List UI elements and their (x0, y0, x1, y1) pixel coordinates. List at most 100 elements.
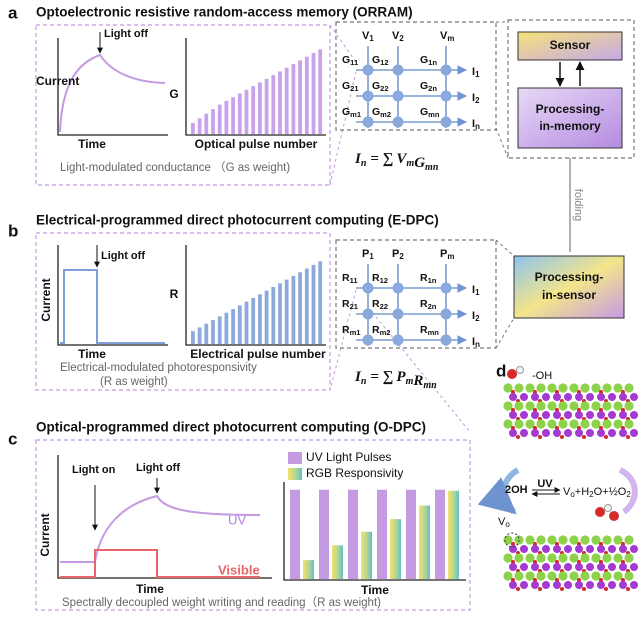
atom (558, 419, 568, 429)
atom (555, 578, 559, 582)
atom (503, 383, 513, 393)
cycle-arrow (477, 467, 520, 515)
atom (597, 411, 605, 419)
node-label-main: R (420, 324, 428, 336)
bar (298, 60, 302, 134)
atom (619, 581, 627, 589)
bar (319, 489, 329, 579)
sensor: Sensor (550, 38, 591, 52)
crystal (503, 383, 638, 591)
annotation: Light on (72, 464, 116, 476)
eq-part: P (396, 369, 406, 385)
node-label-main: R (420, 298, 428, 310)
atom (619, 411, 627, 419)
atom (577, 560, 581, 564)
node-label-main: G (342, 54, 350, 66)
bar (237, 93, 242, 134)
atom (558, 553, 568, 563)
eq-part: = ∑ (370, 151, 393, 167)
input-label: P1 (362, 248, 374, 261)
node (440, 116, 452, 128)
y-label: Current (38, 513, 52, 556)
node-label-sub: 22 (380, 302, 388, 311)
product: O (618, 486, 627, 498)
atom (586, 563, 594, 571)
output-label-main: I (472, 336, 475, 348)
atom (580, 383, 590, 393)
atom (564, 581, 572, 589)
node-label: G2n (420, 80, 437, 93)
atom (621, 560, 625, 564)
uv-curve (60, 494, 261, 563)
panel-box (35, 232, 331, 391)
atom (533, 426, 537, 430)
crossbar-box (335, 239, 497, 349)
eq-part: n (361, 158, 367, 169)
atom (619, 429, 627, 437)
node-label-main: G (342, 106, 350, 118)
node-label-main: R (420, 272, 428, 284)
bar (217, 104, 222, 134)
connector (495, 239, 515, 257)
atom (604, 504, 612, 512)
output-label: I2 (472, 92, 480, 105)
output-label: I1 (472, 284, 480, 297)
atom (542, 429, 550, 437)
atom (613, 383, 623, 393)
panel-label: d (496, 361, 506, 380)
output-label-sub: 1 (475, 288, 480, 297)
bar (284, 67, 289, 134)
atom (520, 581, 528, 589)
pim: Processing- (536, 102, 605, 116)
atom (533, 560, 537, 564)
atom (511, 408, 515, 412)
atom (536, 419, 546, 429)
atom (621, 578, 625, 582)
output-label-sub: n (475, 122, 480, 131)
atom (604, 435, 608, 439)
bar (224, 312, 229, 344)
atom (595, 507, 605, 517)
atom (580, 535, 590, 545)
output-label-sub: 2 (475, 96, 480, 105)
atom (608, 563, 616, 571)
atom (553, 393, 561, 401)
panel-label: c (8, 429, 17, 448)
input-label-main: P (362, 248, 369, 260)
input-label-sub: 1 (369, 252, 374, 261)
atom (619, 393, 627, 401)
caption: (R as weight) (100, 376, 168, 388)
vacancy-sub: o (505, 520, 510, 529)
connector (329, 289, 357, 391)
pim-box (517, 87, 623, 149)
atom (608, 393, 616, 401)
atom (533, 542, 537, 546)
atom (582, 435, 586, 439)
connector (495, 317, 515, 349)
bar (204, 323, 209, 344)
input-label-main: V (440, 30, 448, 42)
atom (553, 545, 561, 553)
bar (251, 298, 256, 344)
atom (630, 563, 638, 571)
atom (624, 571, 634, 581)
legend-entry: RGB Responsivity (306, 466, 403, 480)
atom (621, 426, 625, 430)
output-label-main: I (472, 310, 475, 322)
node-label-sub: 2n (428, 302, 437, 311)
pis: in-sensor (542, 288, 596, 302)
cycle-arrow (618, 467, 638, 515)
legend-entry: UV Light Pulses (306, 450, 391, 464)
product: +H (575, 486, 589, 498)
node-label: Rm1 (342, 324, 361, 337)
atom (536, 401, 546, 411)
input-label-main: V (392, 30, 400, 42)
atom (613, 419, 623, 429)
atom (575, 411, 583, 419)
atom (547, 419, 557, 429)
node-label-sub: 1n (428, 276, 437, 285)
bar (304, 56, 309, 134)
atom (509, 545, 517, 553)
atom (591, 535, 601, 545)
